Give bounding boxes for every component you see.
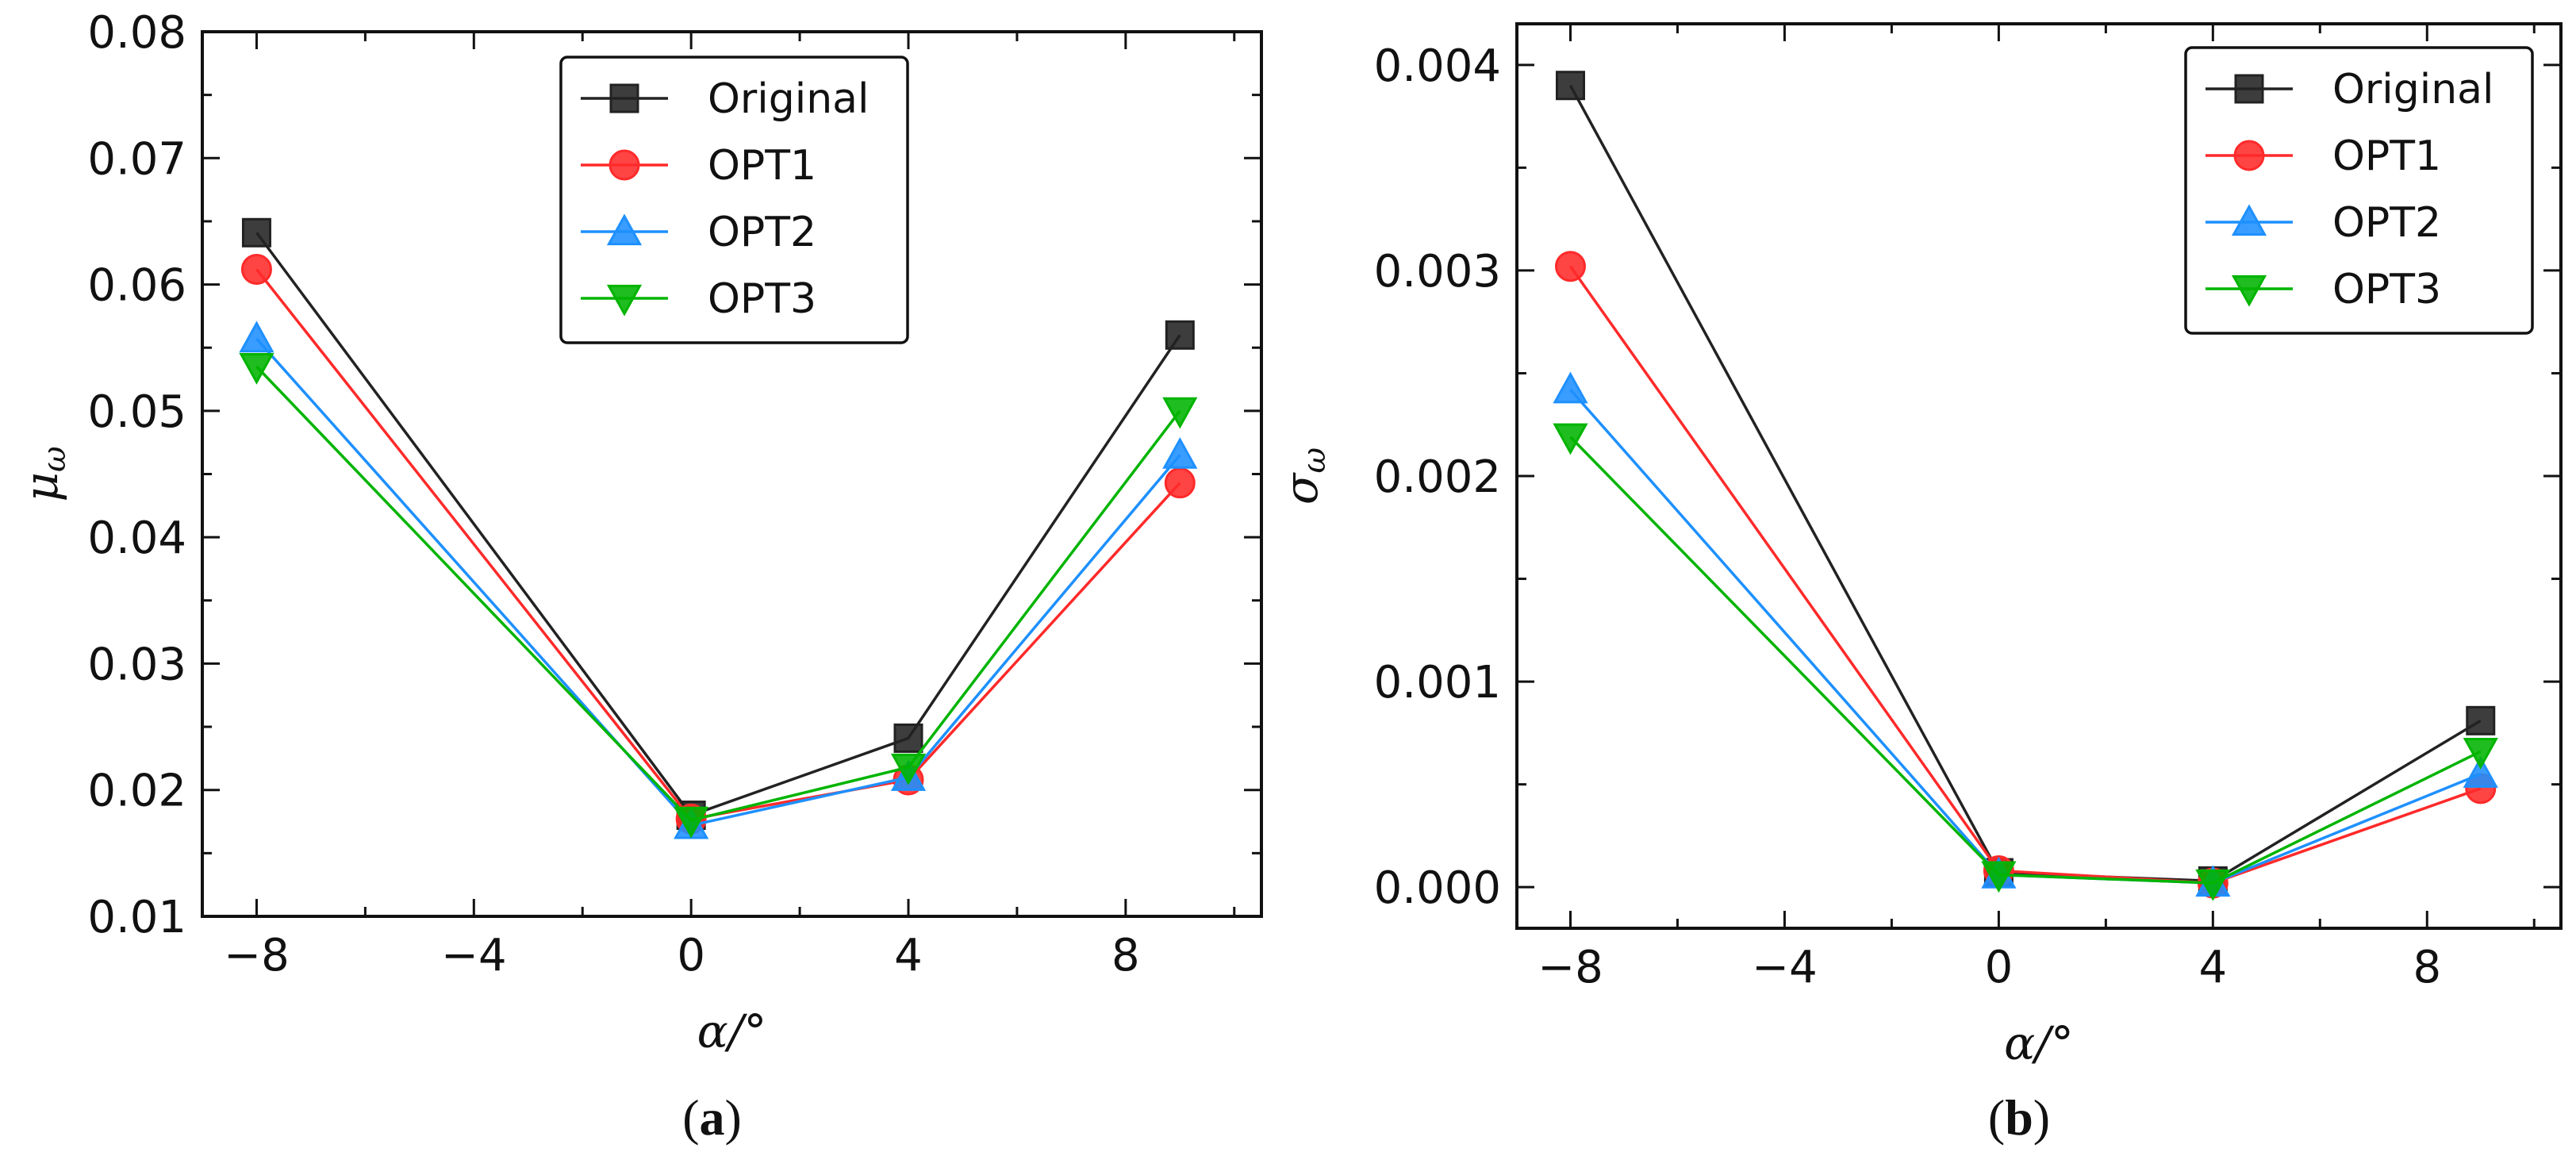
data-point <box>239 321 274 353</box>
data-point <box>1162 397 1198 429</box>
legend-marker <box>2231 275 2267 307</box>
data-point <box>240 253 272 285</box>
data-point <box>239 352 274 385</box>
legend-label: Original <box>2332 66 2493 113</box>
data-point <box>1162 436 1198 469</box>
legend-marker <box>2234 74 2264 104</box>
y-tick-label: 0.08 <box>87 7 186 59</box>
legend-box <box>559 56 909 344</box>
y-tick-label: 0.003 <box>1374 246 1501 298</box>
x-tick-label: −4 <box>441 930 507 981</box>
y-tick-label: 0.002 <box>1374 451 1501 503</box>
data-point <box>1165 320 1195 350</box>
series-line <box>1569 436 2482 885</box>
x-tick-label: 0 <box>1985 942 2014 993</box>
legend-label: OPT3 <box>2332 266 2441 313</box>
legend-label: OPT1 <box>708 142 816 190</box>
legend-label: Original <box>708 75 869 123</box>
legend-marker <box>2231 204 2267 236</box>
y-tick-label: 0.001 <box>1374 657 1501 708</box>
data-point <box>1553 423 1588 455</box>
data-point <box>241 217 271 248</box>
x-tick-label: 8 <box>1111 930 1140 981</box>
legend-label: OPT3 <box>708 275 816 323</box>
data-point <box>2466 705 2496 735</box>
data-point <box>2463 738 2498 770</box>
chart-panel-b: −8 −4 0 4 8 0.000 0.001 0.002 0.003 0.004 Original… <box>1274 22 2563 1146</box>
y-tick-label: 0.04 <box>87 513 186 564</box>
x-tick-label: 4 <box>894 930 923 981</box>
panel-label: (a) <box>682 1089 742 1146</box>
chart-panel-a: −8 −4 0 4 8 0.01 0.02 0.03 0.04 0.05 0.06 0.07 0.08 O… <box>14 7 1263 1146</box>
data-point <box>1164 467 1196 499</box>
data-point <box>2195 869 2231 901</box>
legend-marker <box>609 83 639 113</box>
data-point <box>1554 251 1586 282</box>
x-tick-label: 8 <box>2413 942 2441 993</box>
legend-marker <box>2233 140 2265 171</box>
data-point <box>674 806 709 839</box>
x-tick-label: 4 <box>2199 942 2228 993</box>
legend: Original OPT1 OPT2 OPT3 <box>559 56 909 344</box>
legend-marker <box>608 149 640 181</box>
data-point <box>1555 71 1585 101</box>
data-point <box>890 753 927 785</box>
series-opt3 <box>1553 423 2498 901</box>
y-axis-label: μω <box>14 446 73 501</box>
legend-marker <box>606 213 643 246</box>
legend-label: OPT2 <box>708 209 816 256</box>
series-opt3 <box>239 352 1198 839</box>
data-point <box>1981 861 2017 893</box>
legend: Original OPT1 OPT2 OPT3 <box>2184 46 2534 335</box>
x-tick-label: −8 <box>224 930 290 981</box>
y-tick-label: 0.03 <box>87 639 186 690</box>
series-line <box>1569 389 2482 885</box>
y-axis-label: σω <box>1274 447 1333 505</box>
y-tick-label: 0.000 <box>1374 862 1501 914</box>
y-tick-label: 0.02 <box>87 766 186 817</box>
legend-label: OPT1 <box>2332 132 2441 180</box>
data-point <box>1553 371 1588 404</box>
series-opt1 <box>1554 251 2497 899</box>
y-tick-label: 0.004 <box>1374 40 1501 92</box>
series-line <box>1569 265 2482 885</box>
x-tick-label: −4 <box>1752 942 1818 993</box>
series-line <box>255 365 1181 822</box>
series-line <box>255 337 1181 828</box>
y-tick-label: 0.01 <box>87 892 186 943</box>
x-tick-label: −8 <box>1538 942 1603 993</box>
y-tick-label: 0.07 <box>87 133 186 185</box>
x-tick-label: 0 <box>677 930 705 981</box>
x-axis-label: α/° <box>697 1004 767 1058</box>
legend-marker <box>606 284 643 317</box>
panel-label: (b) <box>1988 1089 2050 1146</box>
data-point <box>893 723 923 753</box>
series-line <box>255 232 1181 817</box>
data-point <box>2463 756 2498 788</box>
series-opt2 <box>1553 371 2498 897</box>
series-line <box>255 268 1181 821</box>
x-axis-label: α/° <box>2004 1016 2074 1070</box>
legend-label: OPT2 <box>2332 199 2441 247</box>
y-tick-label: 0.05 <box>87 386 186 438</box>
legend-box <box>2184 46 2534 335</box>
y-tick-label: 0.06 <box>87 260 186 312</box>
